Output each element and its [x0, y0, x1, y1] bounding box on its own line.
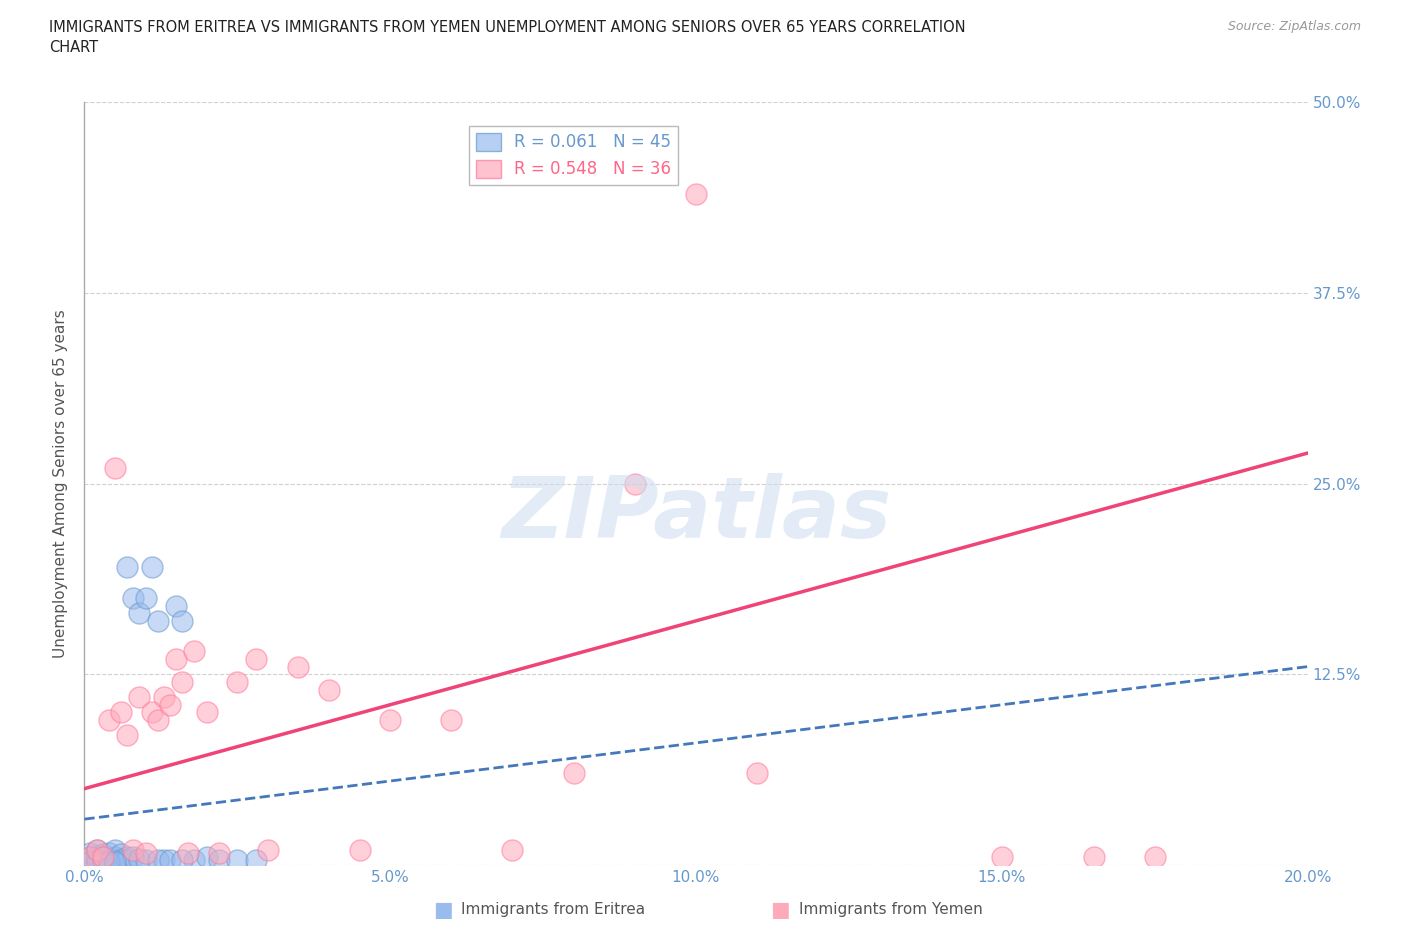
Point — [172, 614, 194, 629]
Point — [110, 851, 132, 866]
Point — [380, 712, 402, 727]
Point — [991, 850, 1014, 865]
Point — [79, 853, 101, 868]
Point — [183, 853, 205, 868]
Point — [146, 614, 169, 629]
Point — [86, 843, 108, 857]
Point — [153, 853, 176, 868]
Point — [1083, 850, 1105, 865]
Text: Immigrants from Eritrea: Immigrants from Eritrea — [461, 902, 645, 917]
Y-axis label: Unemployment Among Seniors over 65 years: Unemployment Among Seniors over 65 years — [53, 309, 69, 658]
Point — [135, 591, 157, 605]
Point — [91, 850, 114, 865]
Point — [747, 766, 769, 781]
Point — [97, 851, 120, 866]
Point — [115, 728, 138, 743]
Point — [128, 851, 150, 866]
Point — [226, 674, 249, 689]
Point — [440, 712, 463, 727]
Point — [122, 850, 145, 865]
Point — [104, 461, 127, 476]
Point — [79, 850, 101, 865]
Point — [172, 853, 194, 868]
Point — [79, 850, 101, 865]
Text: Immigrants from Yemen: Immigrants from Yemen — [799, 902, 983, 917]
Point — [195, 850, 218, 865]
Point — [86, 848, 108, 863]
Text: ■: ■ — [433, 899, 453, 920]
Point — [97, 712, 120, 727]
Point — [153, 690, 176, 705]
Point — [685, 186, 707, 201]
Point — [159, 853, 181, 868]
Point — [318, 682, 340, 697]
Point — [86, 855, 108, 870]
Point — [104, 850, 127, 865]
Point — [287, 659, 309, 674]
Point — [115, 850, 138, 865]
Point — [79, 845, 101, 860]
Point — [91, 855, 114, 870]
Point — [115, 853, 138, 868]
Point — [115, 560, 138, 575]
Point — [135, 845, 157, 860]
Point — [110, 705, 132, 720]
Point — [122, 843, 145, 857]
Point — [159, 698, 181, 712]
Text: ■: ■ — [770, 899, 790, 920]
Point — [257, 843, 280, 857]
Point — [86, 843, 108, 857]
Point — [91, 850, 114, 865]
Text: ZIPatlas: ZIPatlas — [501, 472, 891, 555]
Point — [141, 560, 163, 575]
Text: Source: ZipAtlas.com: Source: ZipAtlas.com — [1227, 20, 1361, 33]
Point — [97, 853, 120, 868]
Point — [165, 598, 187, 613]
Point — [177, 845, 200, 860]
Point — [245, 652, 267, 667]
Point — [195, 705, 218, 720]
Point — [165, 652, 187, 667]
Point — [104, 853, 127, 868]
Point — [562, 766, 585, 781]
Text: IMMIGRANTS FROM ERITREA VS IMMIGRANTS FROM YEMEN UNEMPLOYMENT AMONG SENIORS OVER: IMMIGRANTS FROM ERITREA VS IMMIGRANTS FR… — [49, 20, 966, 35]
Point — [245, 853, 267, 868]
Point — [349, 843, 371, 857]
Point — [91, 853, 114, 868]
Point — [86, 851, 108, 866]
Point — [172, 674, 194, 689]
Point — [135, 853, 157, 868]
Point — [624, 476, 647, 491]
Point — [1143, 850, 1166, 865]
Point — [208, 853, 231, 868]
Legend: R = 0.061   N = 45, R = 0.548   N = 36: R = 0.061 N = 45, R = 0.548 N = 36 — [470, 126, 678, 185]
Point — [141, 705, 163, 720]
Point — [91, 847, 114, 862]
Point — [128, 605, 150, 620]
Point — [146, 712, 169, 727]
Point — [104, 855, 127, 870]
Point — [226, 853, 249, 868]
Point — [502, 843, 524, 857]
Point — [97, 845, 120, 860]
Point — [104, 843, 127, 857]
Point — [128, 690, 150, 705]
Point — [122, 591, 145, 605]
Point — [79, 855, 101, 870]
Point — [110, 853, 132, 868]
Point — [146, 853, 169, 868]
Point — [110, 847, 132, 862]
Point — [208, 845, 231, 860]
Text: CHART: CHART — [49, 40, 98, 55]
Point — [183, 644, 205, 658]
Point — [97, 855, 120, 870]
